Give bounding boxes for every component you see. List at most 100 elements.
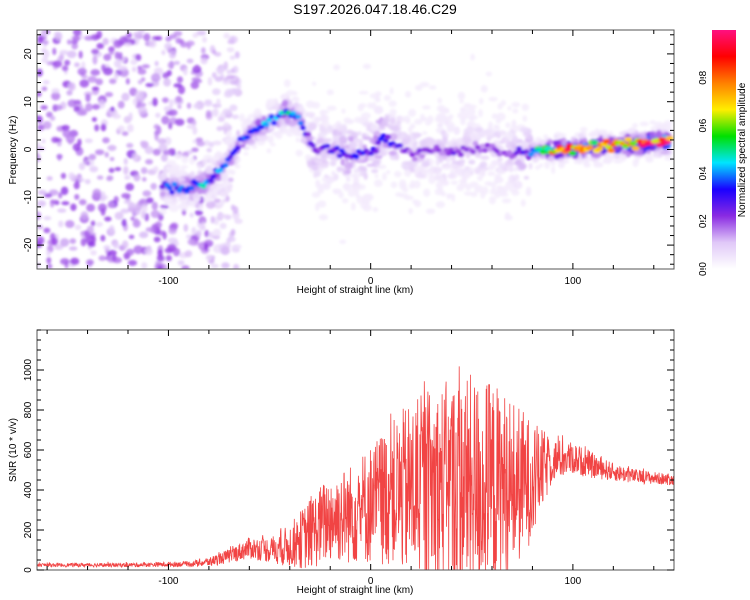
noise-blob <box>68 246 78 251</box>
ridge-halo-blob <box>181 155 189 164</box>
noise-blob <box>69 238 77 244</box>
ridge-core-blob <box>171 181 178 187</box>
ridge-halo-blob <box>514 174 520 181</box>
ridge-halo-blob <box>236 157 241 163</box>
ridge-halo-blob <box>339 239 347 244</box>
noise-blob <box>140 167 148 175</box>
ridge-core-blob <box>629 140 638 146</box>
ridge-halo-blob <box>428 85 437 90</box>
noise-blob <box>130 216 135 221</box>
ridge-halo-blob <box>295 149 303 157</box>
noise-blob <box>43 193 53 198</box>
ridge-halo-blob <box>488 196 496 205</box>
noise-blob <box>60 186 69 196</box>
noise-blob <box>101 64 106 72</box>
y-tick-label: 1000 <box>23 358 34 381</box>
noise-blob <box>194 64 200 71</box>
noise-blob <box>67 99 77 108</box>
noise-blob <box>40 105 48 110</box>
noise-blob <box>123 157 128 165</box>
ridge-halo-blob <box>649 120 656 125</box>
noise-blob <box>179 41 188 48</box>
ridge-halo-blob <box>305 111 316 118</box>
noise-blob <box>42 30 48 37</box>
ridge-halo-blob <box>372 207 379 213</box>
noise-blob <box>57 153 62 161</box>
noise-blob <box>74 193 80 200</box>
noise-blob <box>233 263 240 269</box>
y-tick-label: -10 <box>23 190 34 205</box>
ridge-halo-blob <box>332 129 338 136</box>
ridge-halo-blob <box>295 137 300 143</box>
ridge-halo-blob <box>266 148 272 154</box>
ridge-halo-blob <box>408 207 414 215</box>
noise-blob <box>113 241 120 249</box>
noise-blob <box>152 166 159 173</box>
ridge-halo-blob <box>419 81 430 88</box>
noise-blob <box>163 78 171 87</box>
ridge-core-blob <box>516 146 523 152</box>
noise-blob <box>210 216 215 224</box>
noise-blob <box>227 39 235 45</box>
ridge-halo-blob <box>374 174 379 179</box>
ridge-halo-blob <box>514 180 523 190</box>
noise-blob <box>78 50 83 59</box>
ridge-halo-blob <box>159 191 166 198</box>
noise-blob <box>96 43 105 50</box>
ridge-core-blob <box>595 146 604 152</box>
noise-blob <box>165 111 174 116</box>
ridge-halo-blob <box>279 125 285 132</box>
ridge-halo-blob <box>642 152 653 159</box>
ridge-halo-blob <box>474 127 483 132</box>
ridge-halo-blob <box>319 183 329 190</box>
noise-blob <box>173 60 181 65</box>
ridge-halo-blob <box>507 175 514 184</box>
ridge-halo-blob <box>660 129 666 134</box>
ridge-core-blob <box>217 167 224 173</box>
noise-blob <box>217 117 225 123</box>
ridge-halo-blob <box>178 204 189 211</box>
ridge-halo-blob <box>413 165 423 172</box>
ridge-halo-blob <box>646 149 652 155</box>
ridge-halo-blob <box>553 134 559 140</box>
ridge-core-blob <box>380 133 387 139</box>
noise-blob <box>225 195 230 202</box>
x-tick-label: 0 <box>368 576 374 587</box>
ridge-halo-blob <box>450 153 456 162</box>
ridge-halo-blob <box>168 204 179 212</box>
ridge-halo-blob <box>292 96 299 101</box>
ridge-halo-blob <box>414 84 423 91</box>
ridge-halo-blob <box>493 124 499 129</box>
ridge-halo-blob <box>353 116 364 124</box>
noise-blob <box>86 203 96 212</box>
ridge-halo-blob <box>434 188 444 196</box>
noise-blob <box>85 161 91 166</box>
ridge-halo-blob <box>348 136 354 142</box>
noise-blob <box>226 237 232 244</box>
noise-blob <box>196 230 202 238</box>
noise-blob <box>132 152 139 161</box>
ridge-core-blob <box>222 162 229 168</box>
noise-blob <box>138 106 148 116</box>
ridge-halo-blob <box>194 175 202 181</box>
ridge-halo-blob <box>281 99 289 107</box>
noise-blob <box>72 35 81 42</box>
noise-blob <box>196 30 207 36</box>
ridge-halo-blob <box>500 100 507 106</box>
noise-blob <box>138 199 145 204</box>
ridge-halo-blob <box>253 108 262 117</box>
noise-blob <box>214 204 222 210</box>
noise-blob <box>67 82 74 90</box>
ridge-halo-blob <box>370 123 379 132</box>
ridge-halo-blob <box>338 191 344 199</box>
noise-blob <box>55 31 63 41</box>
ridge-halo-blob <box>341 108 346 114</box>
noise-blob <box>37 200 47 207</box>
noise-blob <box>187 238 195 246</box>
noise-blob <box>57 208 67 213</box>
noise-blob <box>205 200 216 209</box>
noise-blob <box>99 196 106 202</box>
noise-blob <box>127 202 136 211</box>
ridge-halo-blob <box>379 152 388 157</box>
noise-blob <box>91 117 97 122</box>
